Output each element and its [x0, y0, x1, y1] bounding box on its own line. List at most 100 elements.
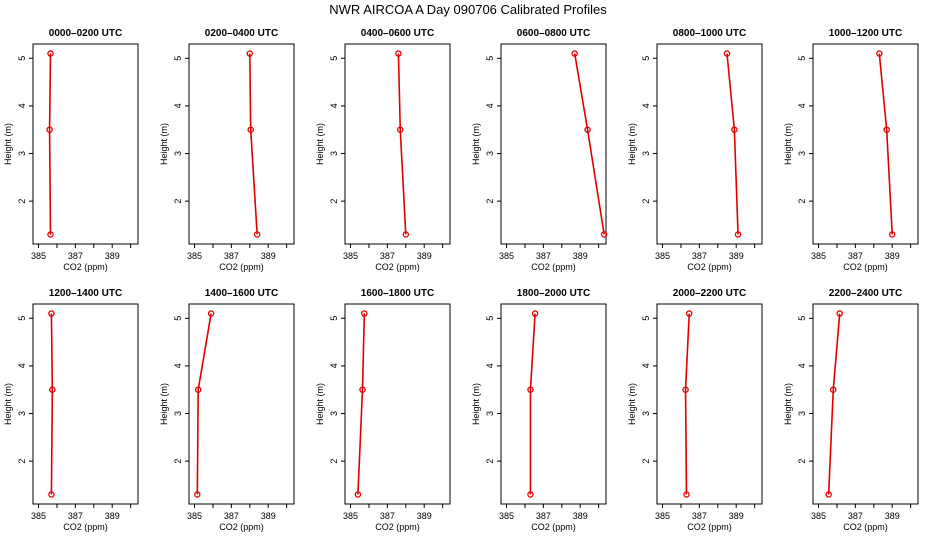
plot-frame	[656, 43, 763, 245]
data-point	[888, 231, 896, 238]
x-tick-label: 389	[573, 251, 588, 261]
plot-frame	[500, 43, 607, 245]
y-tick-label: 5	[797, 316, 807, 321]
y-axis-label: Height (m)	[471, 383, 481, 425]
y-tick-label: 2	[485, 199, 495, 204]
data-point	[527, 491, 534, 498]
y-tick-label: 5	[329, 316, 339, 321]
x-axis-label: CO2 (ppm)	[531, 522, 576, 532]
data-point	[49, 386, 56, 393]
panel-title: 2000–2200 UTC	[673, 288, 746, 299]
x-axis-label: CO2 (ppm)	[219, 522, 264, 532]
y-tick-label: 5	[641, 56, 651, 61]
y-axis-label: Height (m)	[159, 123, 169, 165]
profile-line	[397, 53, 407, 235]
panel-title: 2200–2400 UTC	[829, 288, 902, 299]
data-point	[48, 310, 55, 317]
data-point	[731, 126, 738, 133]
panel-title: 0000–0200 UTC	[49, 28, 122, 39]
x-tick-label: 385	[499, 251, 514, 261]
data-point	[734, 231, 742, 238]
y-tick-label: 3	[173, 411, 183, 416]
profile-line	[827, 313, 841, 495]
y-axis-label: Height (m)	[783, 383, 793, 425]
panel-title: 0800–1000 UTC	[673, 28, 746, 39]
data-point	[194, 491, 201, 498]
data-point	[830, 386, 837, 393]
x-axis-label: CO2 (ppm)	[843, 262, 888, 272]
plot-frame	[812, 43, 919, 245]
x-tick-label: 385	[343, 251, 358, 261]
y-tick-label: 5	[329, 56, 339, 61]
y-tick-label: 4	[329, 103, 339, 108]
panel-title: 0400–0600 UTC	[361, 28, 434, 39]
x-tick-label: 385	[187, 251, 202, 261]
y-tick-label: 5	[17, 56, 27, 61]
x-tick-label: 387	[224, 251, 239, 261]
panel-title: 1000–1200 UTC	[829, 28, 902, 39]
data-point	[207, 310, 215, 317]
figure-title: NWR AIRCOA A Day 090706 Calibrated Profi…	[329, 2, 607, 17]
y-tick-label: 4	[797, 363, 807, 368]
y-tick-label: 5	[485, 316, 495, 321]
data-point	[246, 50, 254, 57]
x-axis-label: CO2 (ppm)	[375, 262, 420, 272]
data-point	[361, 310, 368, 317]
plot-frame	[656, 303, 763, 505]
y-tick-label: 3	[641, 151, 651, 156]
profile-line	[50, 313, 54, 495]
data-point	[571, 50, 578, 57]
plot-frame	[500, 303, 607, 505]
y-tick-label: 5	[17, 316, 27, 321]
x-tick-label: 389	[729, 251, 744, 261]
y-tick-label: 2	[329, 199, 339, 204]
x-tick-label: 385	[187, 511, 202, 521]
data-point	[876, 50, 883, 57]
y-tick-label: 4	[797, 103, 807, 108]
y-tick-label: 2	[173, 459, 183, 464]
y-tick-label: 5	[173, 56, 183, 61]
x-tick-label: 389	[573, 511, 588, 521]
y-tick-label: 2	[17, 459, 27, 464]
y-tick-label: 4	[641, 363, 651, 368]
x-tick-label: 387	[536, 511, 551, 521]
data-point	[46, 126, 53, 133]
plot-frame	[32, 303, 139, 505]
panel-title: 0200–0400 UTC	[205, 28, 278, 39]
y-tick-label: 4	[485, 363, 495, 368]
data-point	[48, 491, 55, 498]
y-tick-label: 4	[641, 103, 651, 108]
y-axis-label: Height (m)	[783, 123, 793, 165]
data-point	[723, 50, 731, 57]
y-tick-label: 2	[641, 459, 651, 464]
x-tick-label: 387	[224, 511, 239, 521]
y-tick-label: 3	[485, 151, 495, 156]
x-tick-label: 387	[68, 511, 83, 521]
panel-title: 0600–0800 UTC	[517, 28, 590, 39]
data-point	[825, 491, 832, 498]
y-axis-label: Height (m)	[471, 123, 481, 165]
panel-title: 1400–1600 UTC	[205, 288, 278, 299]
y-axis-label: Height (m)	[3, 123, 13, 165]
x-axis-label: CO2 (ppm)	[531, 262, 576, 272]
data-point	[584, 126, 591, 133]
x-tick-label: 389	[417, 251, 432, 261]
x-axis-label: CO2 (ppm)	[843, 522, 888, 532]
x-axis-label: CO2 (ppm)	[375, 522, 420, 532]
data-point	[682, 386, 689, 393]
y-tick-label: 2	[485, 459, 495, 464]
y-axis-label: Height (m)	[3, 383, 13, 425]
y-tick-label: 5	[641, 316, 651, 321]
data-point	[836, 310, 843, 317]
data-point	[395, 50, 402, 57]
profile-line	[48, 53, 52, 235]
x-tick-label: 389	[105, 511, 120, 521]
